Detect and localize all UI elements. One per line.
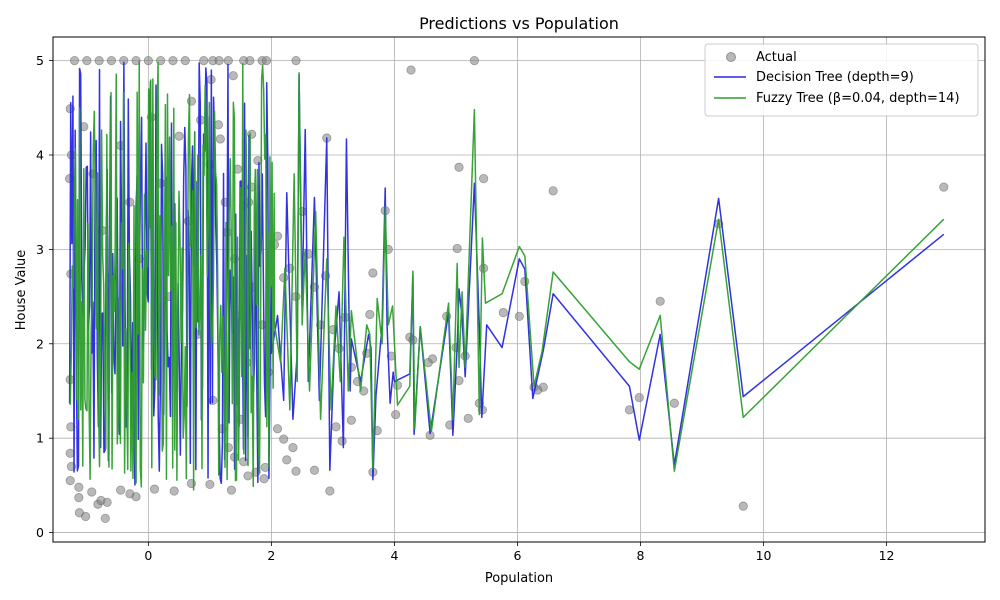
data-point [325,486,335,496]
data-point [205,479,215,490]
x-tick-label: 10 [756,548,772,563]
data-point [74,482,84,492]
data-point [131,492,141,502]
data-point [288,443,298,453]
data-point [223,55,233,66]
data-point [125,197,135,207]
data-point [106,55,117,66]
data-point [669,398,679,408]
data-point [368,268,378,278]
x-tick-label: 6 [513,548,521,563]
data-point [297,207,307,217]
legend-marker-actual [726,52,736,62]
x-tick-label: 0 [144,548,152,563]
plot-series [65,55,949,524]
data-point [939,182,949,192]
y-tick-label: 2 [36,336,44,351]
x-tick-label: 2 [267,548,275,563]
x-tick-label: 8 [637,548,645,563]
y-tick-label: 3 [36,242,44,257]
data-point [279,434,289,444]
data-point [174,131,184,141]
data-point [87,487,97,497]
data-point [272,424,283,434]
data-point [454,162,464,172]
x-tick-label: 4 [390,548,398,563]
data-point [291,55,301,66]
data-point [469,55,479,66]
y-tick-label: 4 [36,147,44,162]
x-tick-label: 12 [879,548,895,563]
data-point [199,55,209,66]
data-point [245,55,255,66]
data-point [259,474,269,484]
data-point [538,382,548,392]
x-axis-title: Population [485,571,553,586]
data-point [74,493,84,503]
data-point [452,243,462,254]
data-point [391,409,401,420]
legend-label-actual: Actual [756,50,797,65]
data-point [100,513,110,524]
data-point [479,173,489,184]
y-axis-title: House Value [14,250,29,331]
data-point [337,436,347,446]
data-point [149,484,160,494]
series-line-fuzzy-tree-0-04-depth-14 [69,60,945,491]
data-point [253,156,263,166]
data-point [406,65,416,75]
data-point [655,296,665,306]
data-point [116,485,126,495]
data-point [634,392,644,403]
data-point [738,501,748,511]
data-point [346,415,356,425]
data-point [102,497,112,507]
data-point [65,448,75,458]
data-point [81,511,91,522]
data-point [291,466,301,476]
legend-frame [704,43,979,117]
data-point [214,55,224,66]
data-point [143,55,153,66]
data-point [180,55,190,66]
data-point [226,485,237,495]
data-point [392,380,403,390]
data-point [186,96,197,106]
legend: Actual Decision Tree (depth=9) Fuzzy Tre… [704,43,979,117]
data-point [66,422,76,432]
legend-label-decision-tree: Decision Tree (depth=9) [756,70,914,85]
data-point [514,311,524,322]
data-point [498,308,508,318]
plot-frame [52,36,986,543]
data-point [365,309,375,320]
data-point [69,55,80,66]
data-point [261,55,272,66]
data-point [624,405,635,415]
data-point [169,486,179,496]
data-point [131,55,141,66]
data-point [215,134,225,144]
data-point [82,55,92,66]
data-point [309,465,320,475]
data-point [427,354,438,364]
data-point [359,386,369,396]
data-point [228,71,238,81]
data-point [65,476,75,486]
y-tick-label: 0 [36,525,44,540]
y-tick-label: 5 [36,53,44,68]
data-point [282,455,292,465]
data-point [463,413,473,423]
data-point [239,457,249,467]
data-point [548,186,558,196]
y-tick-label: 1 [36,431,44,446]
data-point [243,471,253,481]
data-point [94,55,104,66]
chart-title: Predictions vs Population [419,14,619,33]
legend-label-fuzzy-tree: Fuzzy Tree (β=0.04, depth=14) [756,91,960,106]
data-point [331,422,341,432]
data-point [168,55,178,66]
data-point [257,320,267,330]
